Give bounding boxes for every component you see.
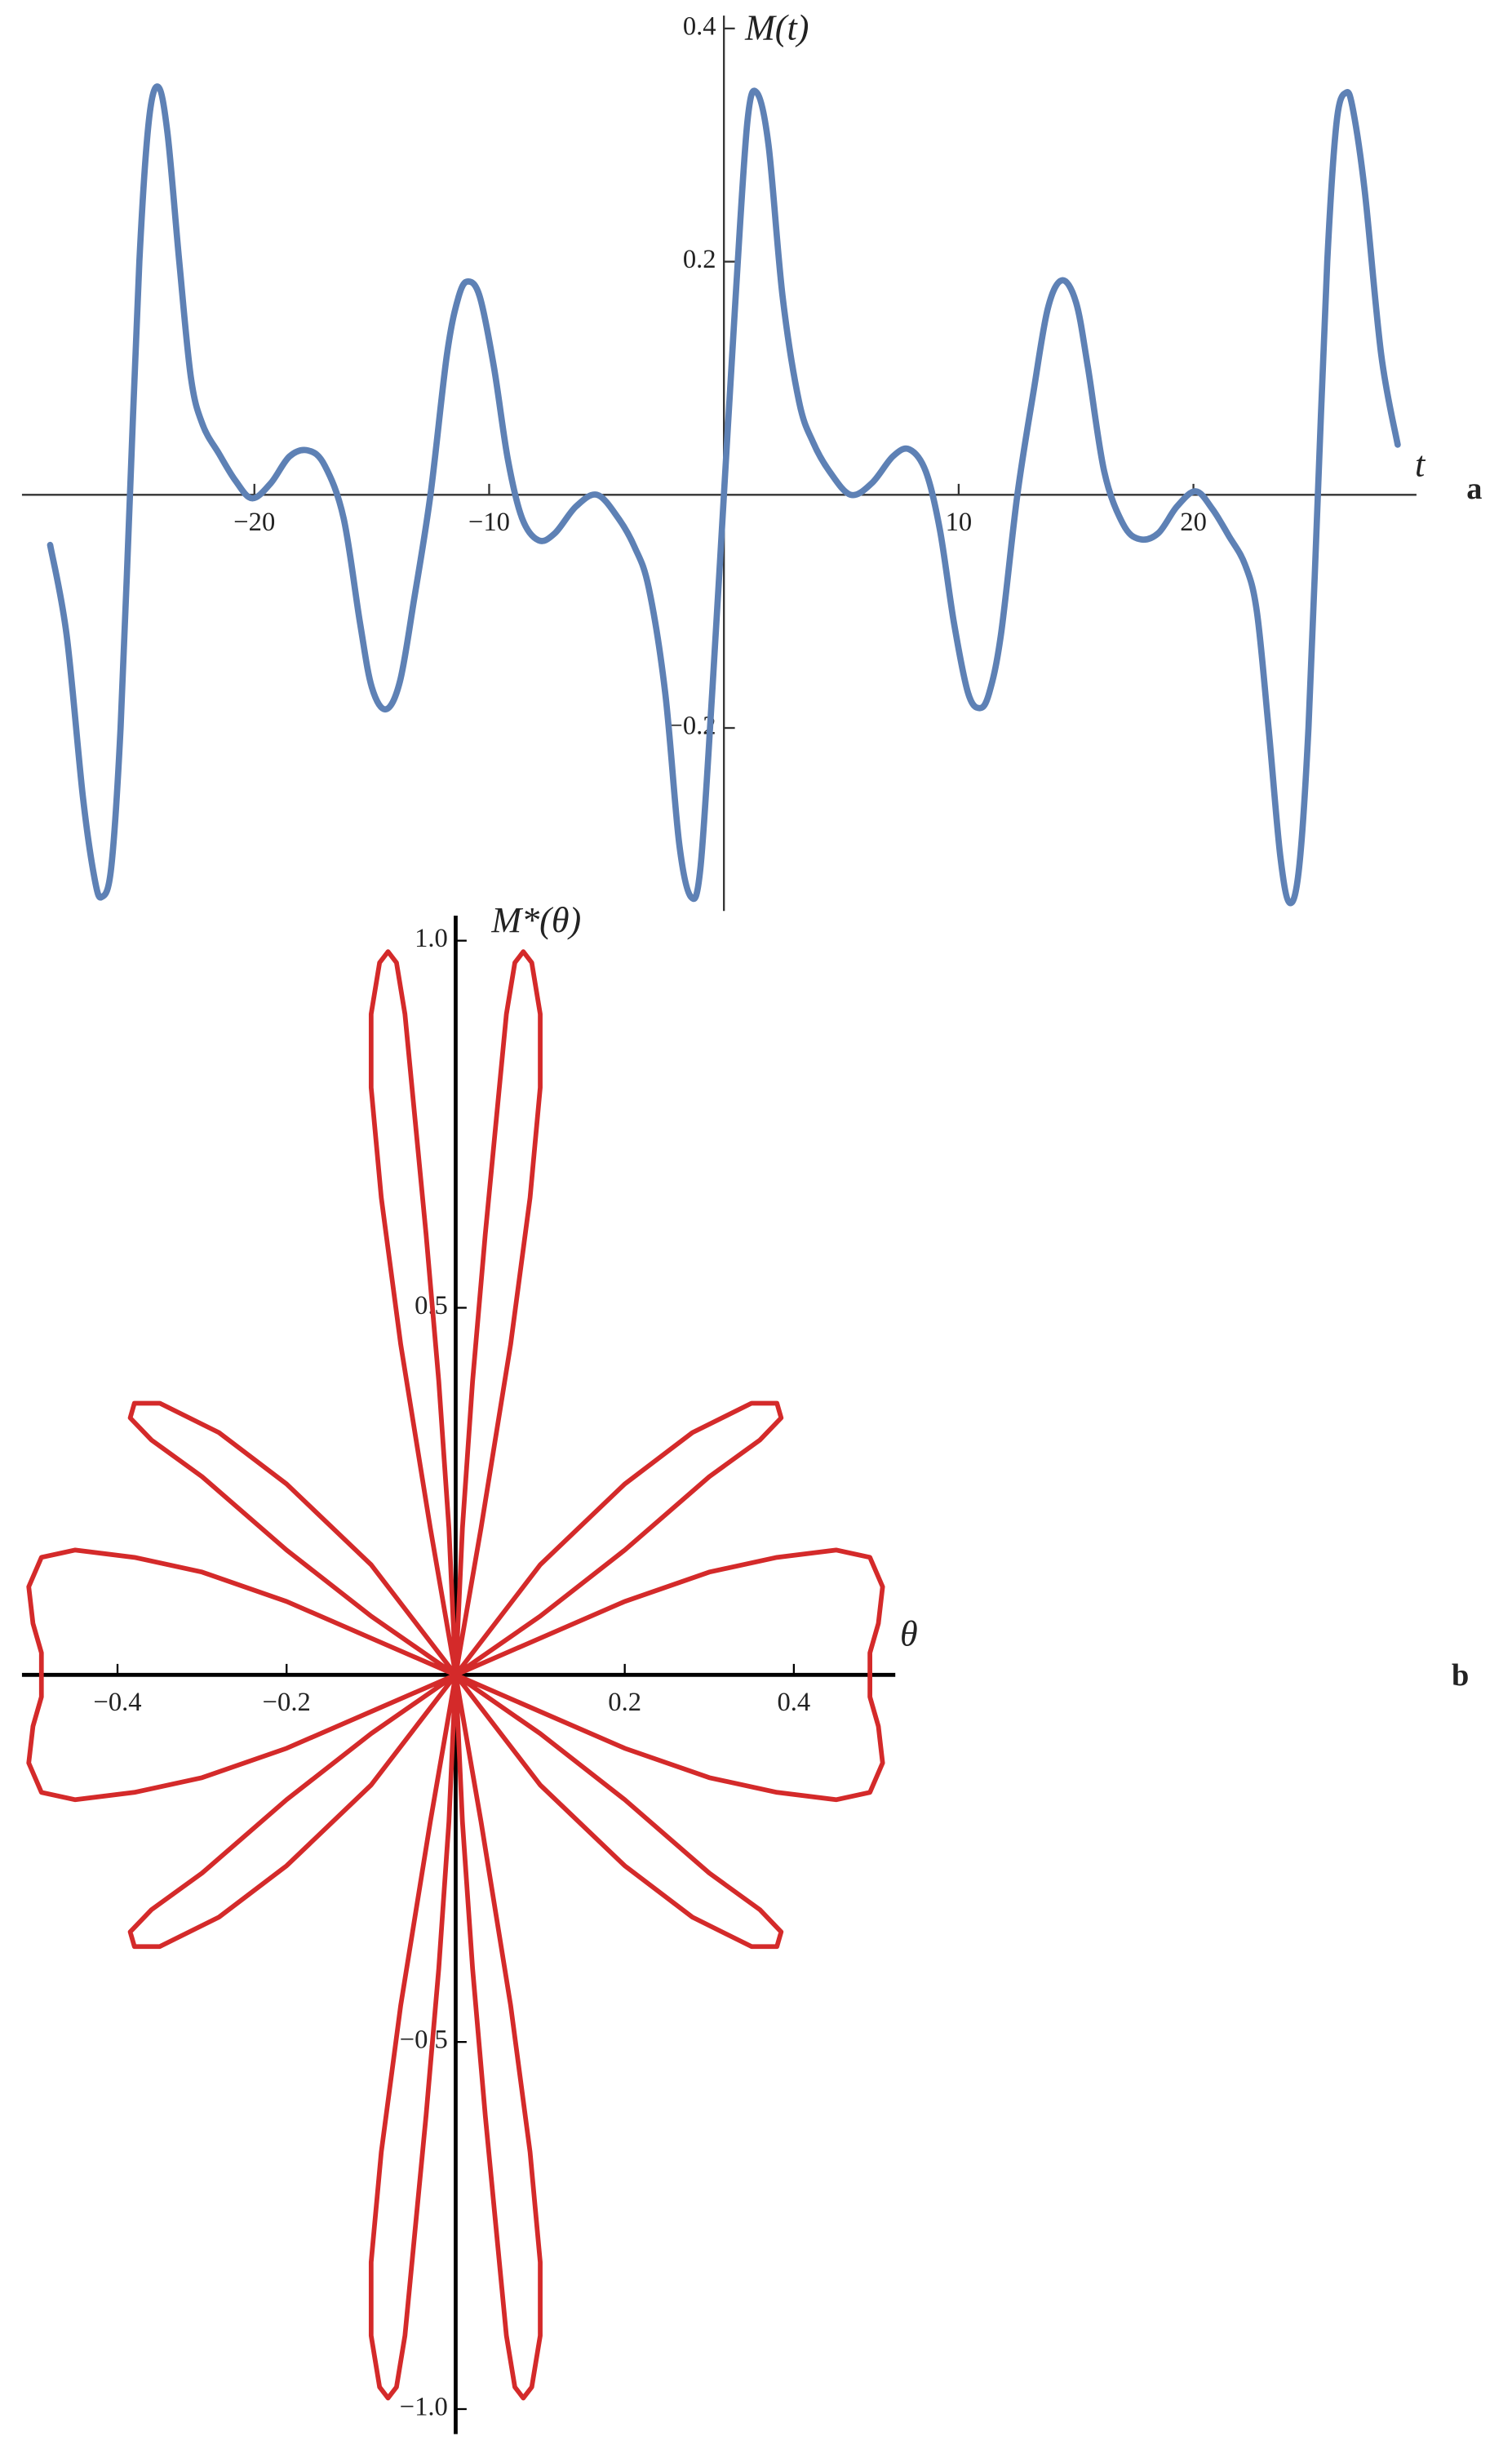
x-axis-label: t	[1415, 445, 1426, 485]
panel-label: b	[1452, 1658, 1469, 1693]
x-tick-label: −0.4	[93, 1688, 141, 1717]
x-tick-label: −10	[468, 508, 510, 537]
panel-label: a	[1466, 472, 1482, 506]
y-tick-label: −0.5	[400, 2026, 448, 2055]
y-tick-label: 0.2	[683, 245, 716, 274]
curve	[47, 83, 1401, 907]
y-axis-label: M*(θ)	[490, 900, 581, 940]
y-tick-label: 1.0	[415, 924, 448, 953]
x-tick-label: 20	[1180, 508, 1207, 537]
curve	[26, 949, 885, 2401]
y-tick-label: −1.0	[400, 2392, 448, 2421]
x-tick-label: −0.2	[263, 1688, 311, 1717]
x-axis-label: θ	[900, 1613, 918, 1653]
x-tick-label: 10	[946, 508, 973, 537]
y-axis-label: M(t)	[744, 7, 809, 47]
x-tick-label: 0.4	[778, 1688, 811, 1717]
x-tick-label: −20	[233, 508, 275, 537]
y-tick-label: 0.4	[683, 11, 716, 41]
x-tick-label: 0.2	[608, 1688, 641, 1717]
